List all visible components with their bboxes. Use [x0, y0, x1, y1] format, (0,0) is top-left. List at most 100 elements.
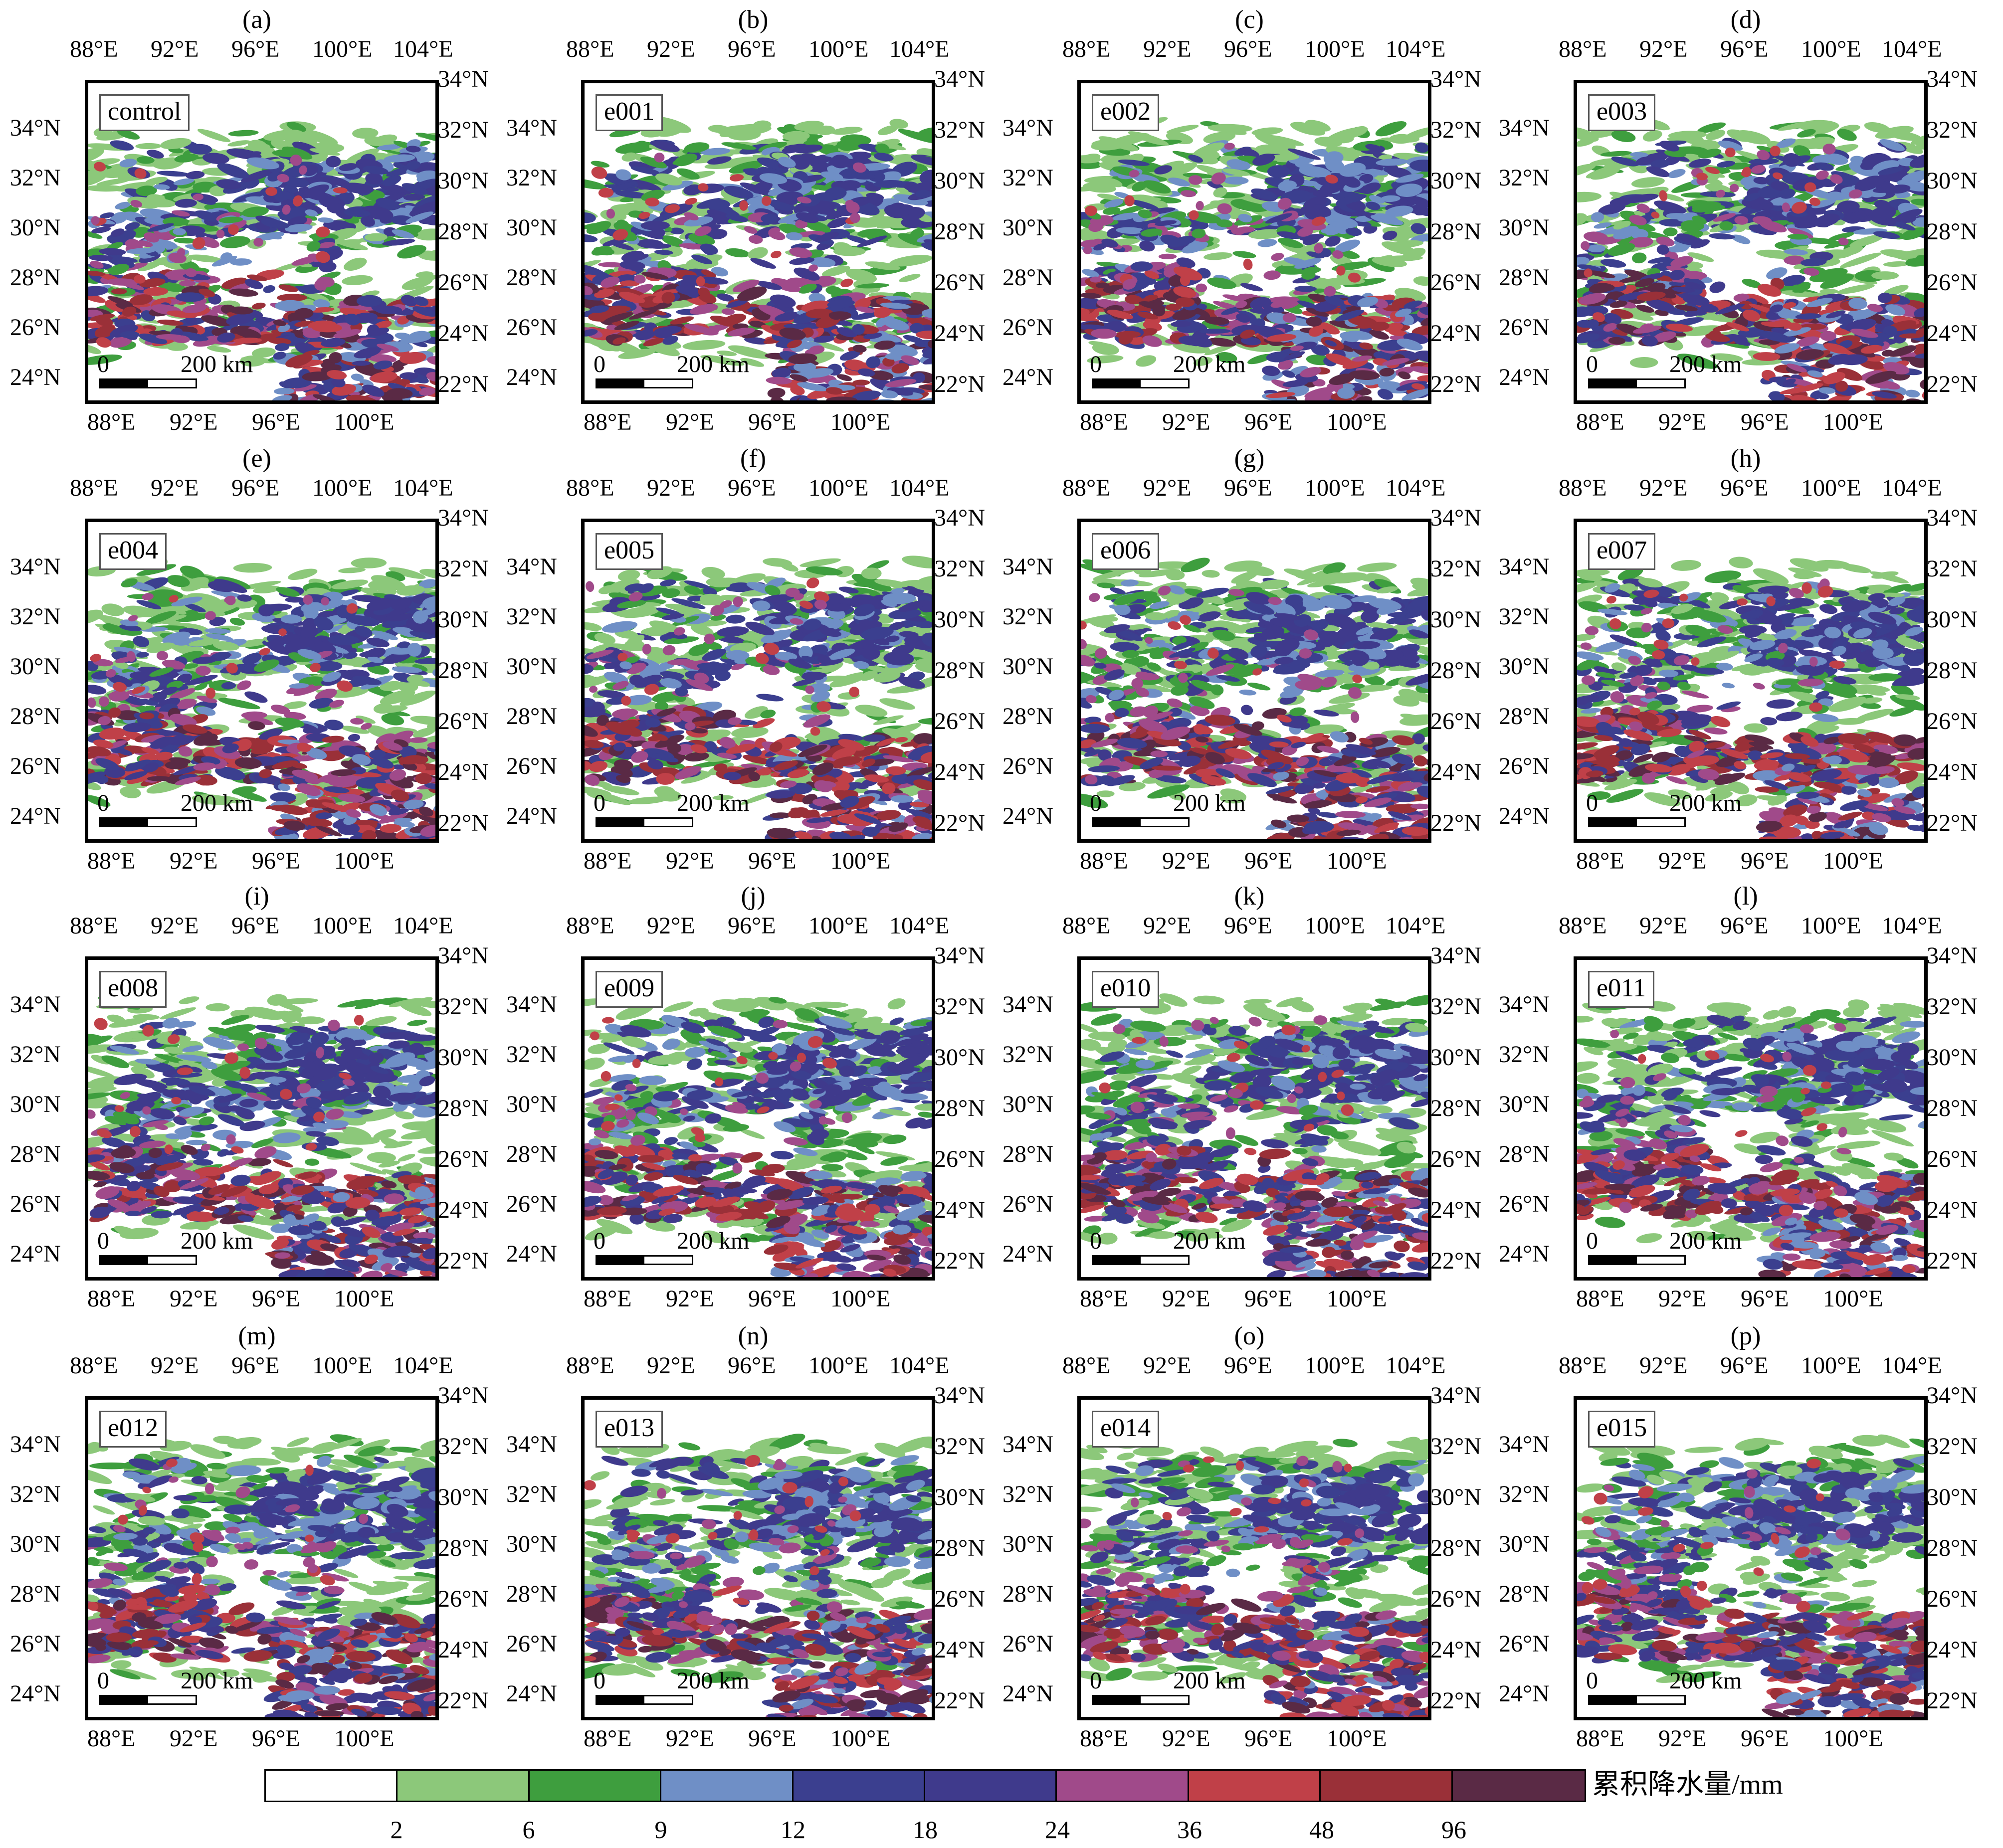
scale-bar: [99, 378, 197, 388]
right-tick-label: 32°N: [934, 117, 985, 143]
left-tick-label: 32°N: [1002, 603, 1053, 630]
scale-bar-start-label: 0: [97, 351, 109, 377]
left-tick-label: 30°N: [1002, 214, 1053, 241]
left-tick-label: 30°N: [10, 653, 61, 680]
top-tick-label: 96°E: [1224, 1352, 1272, 1379]
right-tick-label: 28°N: [934, 1535, 985, 1561]
top-tick-label: 104°E: [1882, 1352, 1942, 1379]
precipitation-field: [88, 1434, 435, 1717]
scale-bar-end-label: 200 km: [677, 790, 750, 816]
left-tick-label: 34°N: [1002, 115, 1053, 141]
precipitation-field: [1577, 1434, 1924, 1717]
top-tick-label: 96°E: [231, 1352, 280, 1379]
left-tick-label: 24°N: [506, 1680, 557, 1707]
legend-tick-label: 9: [654, 1816, 667, 1844]
top-tick-label: 92°E: [1639, 475, 1688, 501]
ensemble-member-label: e005: [596, 533, 663, 570]
right-tick-label: 32°N: [1927, 555, 1978, 582]
precipitation-map: [1577, 119, 1924, 400]
legend-swatch: [1189, 1771, 1321, 1801]
scale-bar-end-label: 200 km: [181, 790, 253, 816]
top-tick-label: 100°E: [1305, 36, 1365, 62]
bottom-tick-label: 100°E: [830, 848, 891, 874]
scale-bar-start-label: 0: [1586, 351, 1598, 377]
precipitation-field: [1577, 999, 1924, 1277]
right-tick-label: 32°N: [934, 555, 985, 582]
left-tick-label: 30°N: [1002, 653, 1053, 680]
top-tick-label: 104°E: [393, 36, 453, 62]
precipitation-field: [88, 557, 435, 839]
top-tick-label: 104°E: [889, 475, 950, 501]
bottom-tick-label: 96°E: [1741, 1725, 1789, 1752]
left-tick-label: 28°N: [506, 264, 557, 291]
right-tick-label: 34°N: [1927, 505, 1978, 531]
right-tick-label: 26°N: [438, 1586, 489, 1612]
right-tick-label: 32°N: [438, 993, 489, 1020]
right-tick-label: 22°N: [1430, 1248, 1481, 1274]
scale-bar: [1588, 817, 1686, 827]
scale-bar-end-label: 200 km: [181, 1667, 253, 1694]
bottom-tick-label: 92°E: [666, 1286, 714, 1312]
scale-bar-black-segment: [597, 1696, 644, 1703]
legend-swatch: [925, 1771, 1057, 1801]
right-tick-label: 30°N: [438, 606, 489, 633]
left-tick-label: 32°N: [506, 603, 557, 630]
bottom-tick-label: 88°E: [1576, 1286, 1624, 1312]
bottom-tick-label: 92°E: [1658, 1725, 1707, 1752]
right-tick-label: 32°N: [438, 117, 489, 143]
bottom-tick-label: 88°E: [1080, 848, 1128, 874]
bottom-tick-label: 100°E: [830, 409, 891, 435]
ensemble-member-label: e004: [99, 533, 167, 570]
legend-swatch: [398, 1771, 530, 1801]
legend-swatch: [661, 1771, 794, 1801]
left-tick-label: 28°N: [1499, 264, 1550, 291]
scale-bar-black-segment: [1093, 1257, 1141, 1264]
left-tick-label: 26°N: [1499, 753, 1550, 779]
right-tick-label: 30°N: [934, 168, 985, 194]
scale-bar: [596, 1255, 693, 1265]
left-tick-label: 26°N: [506, 1191, 557, 1217]
bottom-tick-label: 88°E: [584, 1286, 632, 1312]
precipitation-map: [1577, 999, 1924, 1277]
panel-label: (l): [1733, 882, 1758, 911]
right-tick-label: 28°N: [934, 218, 985, 245]
left-tick-label: 30°N: [1499, 1531, 1550, 1557]
top-tick-label: 88°E: [566, 475, 614, 501]
bottom-tick-label: 88°E: [87, 1725, 136, 1752]
right-tick-label: 32°N: [934, 1433, 985, 1460]
scale-bar-end-label: 200 km: [1669, 790, 1742, 816]
right-tick-label: 26°N: [1927, 1146, 1978, 1172]
right-tick-label: 28°N: [438, 218, 489, 245]
scale-bar-start-label: 0: [594, 790, 605, 816]
right-tick-label: 26°N: [1430, 708, 1481, 735]
right-tick-label: 26°N: [1927, 708, 1978, 735]
right-tick-label: 28°N: [934, 657, 985, 684]
left-tick-label: 26°N: [10, 1191, 61, 1217]
right-tick-label: 34°N: [1927, 66, 1978, 92]
right-tick-label: 24°N: [438, 1197, 489, 1223]
right-tick-label: 30°N: [1927, 606, 1978, 633]
panel-label: (f): [740, 444, 766, 473]
map-panel: e010 0 200 km: [1077, 956, 1431, 1281]
legend-tick-label: 48: [1309, 1816, 1334, 1844]
right-tick-label: 30°N: [1927, 168, 1978, 194]
left-tick-label: 34°N: [10, 991, 61, 1018]
bottom-tick-label: 92°E: [1162, 1725, 1210, 1752]
scale-bar-start-label: 0: [1090, 790, 1102, 816]
bottom-tick-label: 100°E: [1327, 409, 1387, 435]
right-tick-label: 32°N: [1927, 993, 1978, 1020]
legend-swatch: [529, 1771, 662, 1801]
left-tick-label: 32°N: [1499, 1481, 1550, 1507]
legend-title: 累积降水量/mm: [1592, 1769, 1783, 1800]
right-tick-label: 34°N: [934, 1382, 985, 1409]
bottom-tick-label: 92°E: [170, 409, 218, 435]
right-tick-label: 32°N: [1927, 1433, 1978, 1460]
top-tick-label: 88°E: [1062, 36, 1111, 62]
bottom-tick-label: 88°E: [1576, 1725, 1624, 1752]
right-tick-label: 26°N: [1927, 1586, 1978, 1612]
right-tick-label: 22°N: [1927, 1248, 1978, 1274]
precipitation-field: [1081, 1436, 1428, 1717]
scale-bar-end-label: 200 km: [181, 351, 253, 377]
right-tick-label: 34°N: [1430, 1382, 1481, 1409]
ensemble-member-label: e012: [99, 1411, 167, 1448]
